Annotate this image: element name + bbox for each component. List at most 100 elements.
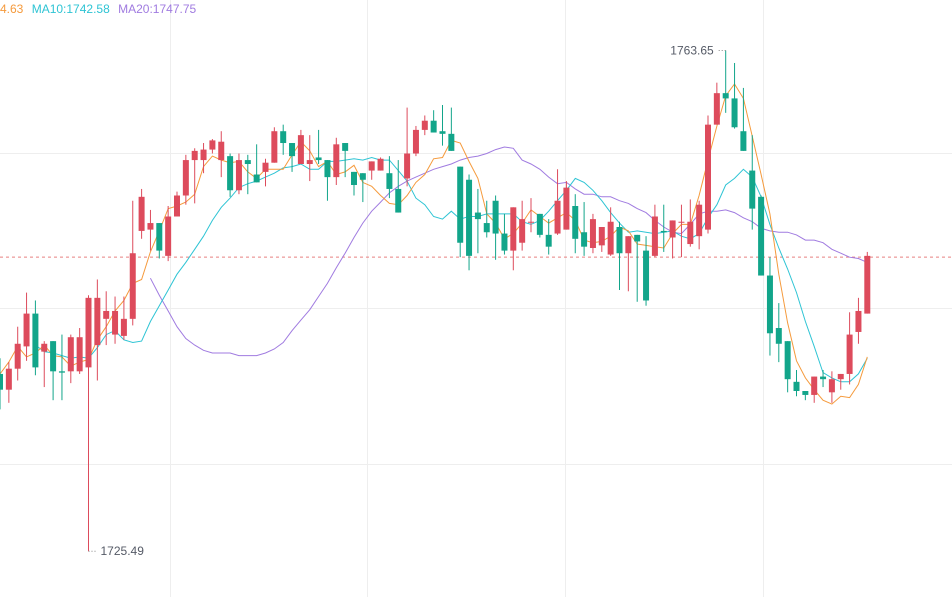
candle-down xyxy=(244,160,251,165)
candle-up xyxy=(120,318,127,336)
candle-down xyxy=(545,234,552,247)
candle-down xyxy=(448,133,455,151)
candle-up xyxy=(271,131,278,163)
candle-up xyxy=(138,196,145,231)
candle-up xyxy=(687,221,694,245)
candle-up xyxy=(713,93,720,125)
candle-down xyxy=(58,371,65,373)
candle-down xyxy=(253,174,260,183)
candle-down xyxy=(439,131,446,134)
candle-up xyxy=(103,310,110,319)
candle-up xyxy=(5,368,12,390)
candle-up xyxy=(174,195,180,217)
candle-up xyxy=(191,150,198,161)
candle-up xyxy=(209,140,216,150)
ma5-legend-value: 4.63 xyxy=(0,2,24,16)
low-price-label: 1725.49 xyxy=(101,544,145,558)
candle-up xyxy=(589,219,596,248)
candle-up xyxy=(41,343,48,352)
candle-down xyxy=(749,170,756,209)
candle-up xyxy=(129,253,136,319)
candle-down xyxy=(722,93,729,99)
candle-up xyxy=(855,310,862,332)
ma10-line xyxy=(35,156,868,383)
candle-up xyxy=(147,223,154,230)
candle-up xyxy=(846,334,853,374)
candle-up xyxy=(14,343,21,369)
candle-up xyxy=(828,379,835,393)
candle-down xyxy=(156,223,163,251)
candle-down xyxy=(227,156,234,191)
candle-up xyxy=(705,124,711,230)
candle-down xyxy=(0,373,3,390)
ma20-legend-value: MA20:1747.75 xyxy=(118,2,197,16)
candle-down xyxy=(457,166,464,243)
ma20-line xyxy=(149,146,868,357)
candle-up xyxy=(182,160,189,196)
candle-up xyxy=(235,160,242,191)
candle-up xyxy=(67,337,74,372)
candle-up xyxy=(368,161,375,171)
candle-up xyxy=(76,337,83,372)
candle-up xyxy=(651,216,658,256)
candle-down xyxy=(466,179,473,256)
candle-up xyxy=(306,160,313,165)
candle-down xyxy=(483,223,490,233)
candles xyxy=(0,50,871,552)
candle-up xyxy=(404,153,411,179)
candle-down xyxy=(634,234,641,242)
candle-up xyxy=(864,255,871,314)
candle-up xyxy=(563,187,570,230)
candle-up xyxy=(598,226,605,246)
candle-up xyxy=(94,297,101,346)
high-price-label: 1763.65 xyxy=(670,44,714,58)
candle-down xyxy=(351,171,357,186)
candle-down xyxy=(359,173,366,180)
candle-down xyxy=(501,233,508,251)
candle-down xyxy=(536,213,543,235)
candle-down xyxy=(766,275,773,334)
candle-down xyxy=(784,341,791,380)
candle-up xyxy=(23,313,30,347)
candle-down xyxy=(395,188,402,213)
candle-up xyxy=(625,236,632,254)
candle-down xyxy=(731,98,738,128)
candle-down xyxy=(775,328,782,344)
candle-down xyxy=(492,200,499,234)
candle-down xyxy=(50,341,57,372)
candle-up xyxy=(554,200,561,234)
candle-up xyxy=(510,207,517,251)
candle-down xyxy=(740,131,747,151)
candle-up xyxy=(412,129,419,154)
candle-down xyxy=(289,143,296,157)
candle-up xyxy=(607,221,614,255)
candle-down xyxy=(315,157,322,161)
candle-down xyxy=(430,120,437,133)
candle-up xyxy=(528,221,534,223)
candle-down xyxy=(572,205,579,239)
candle-up xyxy=(421,120,428,130)
candle-down xyxy=(581,232,588,247)
candle-up xyxy=(112,310,119,335)
candle-down xyxy=(474,212,481,220)
candle-down xyxy=(758,196,765,276)
candle-down xyxy=(793,381,800,392)
candle-down xyxy=(616,226,623,254)
candle-down xyxy=(342,143,349,151)
ma-legend: 4.63 MA10:1742.58 MA20:1747.75 xyxy=(0,2,201,16)
candle-down xyxy=(820,376,827,380)
candle-up xyxy=(333,144,340,178)
candle-up xyxy=(519,219,526,243)
candle-up xyxy=(165,216,172,256)
candle-down xyxy=(802,391,809,395)
candle-up xyxy=(377,158,384,171)
candle-up xyxy=(811,376,818,395)
candle-up xyxy=(837,373,844,380)
ma10-legend-value: MA10:1742.58 xyxy=(31,2,110,16)
candle-down xyxy=(643,250,650,301)
candle-up xyxy=(669,220,676,238)
candle-down xyxy=(660,230,667,233)
candle-up xyxy=(218,141,225,161)
